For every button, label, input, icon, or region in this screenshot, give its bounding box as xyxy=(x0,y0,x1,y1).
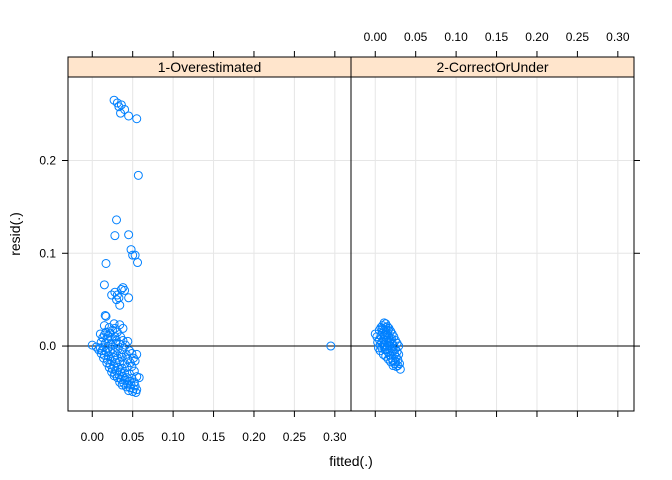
x-tick-label: 0.05 xyxy=(404,30,428,44)
x-tick-label: 0.30 xyxy=(606,30,630,44)
data-point xyxy=(99,321,109,331)
y-tick-label: 0.0 xyxy=(39,339,56,353)
data-point xyxy=(132,385,142,395)
data-point xyxy=(394,349,404,359)
data-point xyxy=(379,325,389,335)
data-point xyxy=(98,333,108,343)
x-axis-title: fitted(.) xyxy=(329,453,373,469)
y-axis-title: resid(.) xyxy=(7,212,23,256)
data-point xyxy=(128,250,138,260)
data-point xyxy=(390,357,400,367)
x-tick-label: 0.00 xyxy=(81,430,105,444)
data-point xyxy=(378,349,388,359)
data-point xyxy=(133,258,143,268)
data-point xyxy=(101,258,111,268)
data-point xyxy=(109,95,119,105)
data-point xyxy=(122,362,132,372)
panel-1-points xyxy=(87,95,336,397)
data-point xyxy=(114,370,124,380)
data-point xyxy=(133,170,143,180)
data-point xyxy=(115,339,125,349)
x-tick-label: 0.15 xyxy=(202,430,226,444)
data-point xyxy=(132,114,142,124)
y-tick-label: 0.2 xyxy=(39,154,56,168)
x-tick-label: 0.20 xyxy=(242,430,266,444)
data-point xyxy=(116,108,126,118)
x-tick-label: 0.10 xyxy=(161,430,185,444)
data-point xyxy=(112,290,122,300)
data-point xyxy=(99,280,109,290)
data-point xyxy=(326,341,336,351)
y-tick-label: 0.1 xyxy=(39,246,56,260)
data-point xyxy=(112,295,122,305)
data-point xyxy=(130,356,140,366)
data-point xyxy=(120,285,130,295)
panel-correct-or-under: 2-CorrectOrUnder xyxy=(350,56,635,411)
x-tick-label: 0.15 xyxy=(485,30,509,44)
data-point xyxy=(128,353,138,363)
panel-2-points xyxy=(370,318,405,374)
data-point xyxy=(114,293,124,303)
panel-2-grid xyxy=(351,77,634,411)
data-point xyxy=(386,334,396,344)
data-point xyxy=(117,380,127,390)
data-point xyxy=(100,310,110,320)
x-tick-label: 0.00 xyxy=(364,30,388,44)
data-point xyxy=(103,351,113,361)
panel-2-strip-label: 2-CorrectOrUnder xyxy=(436,59,548,75)
panel-1-strip-label: 1-Overestimated xyxy=(158,59,261,75)
data-point xyxy=(112,215,122,225)
data-point xyxy=(110,231,120,241)
panel-1-plot-area xyxy=(68,77,351,411)
data-point xyxy=(124,111,134,121)
data-point xyxy=(118,283,128,293)
panel-overestimated: 1-Overestimated xyxy=(67,56,352,411)
data-point xyxy=(112,373,122,383)
data-point xyxy=(101,311,111,321)
data-point xyxy=(87,340,97,350)
data-point xyxy=(111,338,121,348)
x-tick-label: 0.10 xyxy=(444,30,468,44)
axes: 0.00 0.05 0.10 0.15 0.20 0.25 0.300.00 0.05 0.10… xyxy=(39,30,640,444)
data-point xyxy=(124,293,134,303)
data-point xyxy=(117,352,127,362)
x-tick-label: 0.25 xyxy=(283,430,307,444)
x-tick-label: 0.30 xyxy=(323,430,347,444)
data-point xyxy=(99,353,109,363)
x-tick-label: 0.25 xyxy=(566,30,590,44)
data-point xyxy=(379,330,389,340)
data-point xyxy=(115,357,125,367)
data-point xyxy=(381,351,391,361)
data-point xyxy=(395,364,405,374)
panel-2-plot-area xyxy=(351,77,634,411)
data-point xyxy=(124,230,134,240)
data-point xyxy=(134,373,144,383)
x-tick-label: 0.05 xyxy=(121,430,145,444)
data-point xyxy=(115,300,125,310)
data-point xyxy=(114,102,124,112)
x-tick-label: 0.20 xyxy=(525,30,549,44)
